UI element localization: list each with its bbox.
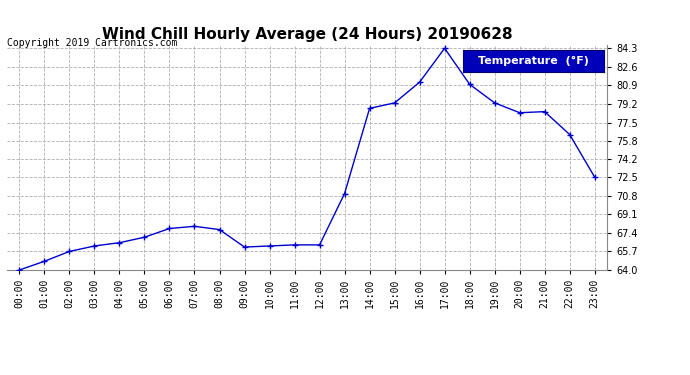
Text: Copyright 2019 Cartronics.com: Copyright 2019 Cartronics.com xyxy=(7,38,177,48)
Title: Wind Chill Hourly Average (24 Hours) 20190628: Wind Chill Hourly Average (24 Hours) 201… xyxy=(101,27,513,42)
